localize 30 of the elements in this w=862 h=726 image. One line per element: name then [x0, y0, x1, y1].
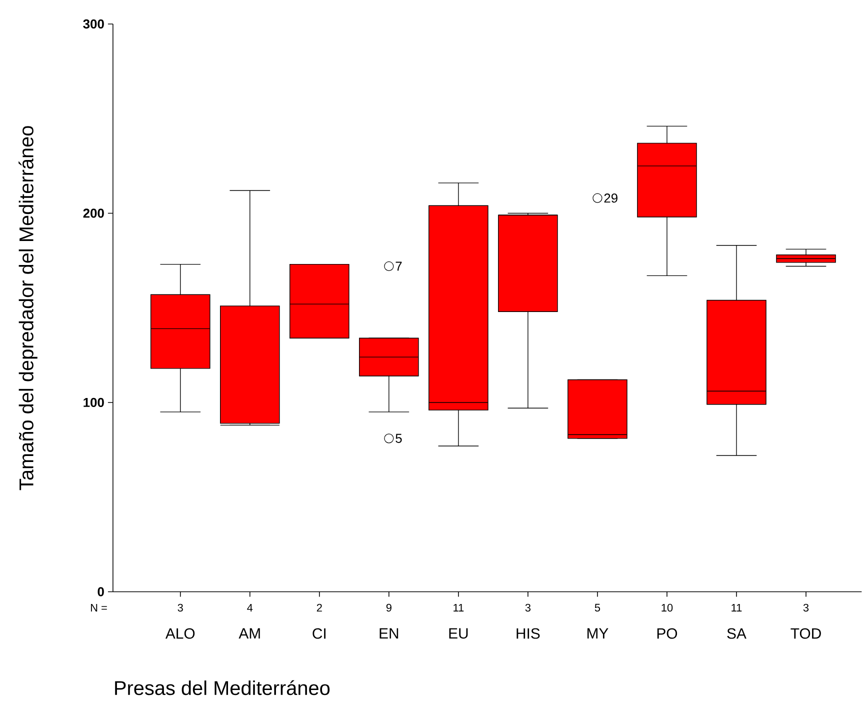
annotation: 7: [396, 262, 402, 271]
x-tick-label: ALO: [165, 628, 195, 639]
text: 3: [803, 604, 809, 612]
x-tick-label: AM: [238, 628, 260, 639]
y-tick-label: 100: [84, 398, 104, 408]
text: 3: [178, 604, 183, 612]
annotation: 5: [396, 434, 402, 444]
x-tick-label: CI: [312, 628, 326, 639]
text: 11: [732, 604, 742, 612]
text: 4: [247, 604, 253, 612]
x-tick-label: MY: [587, 628, 608, 639]
x-tick-label: TOD: [790, 628, 821, 639]
text: 11: [454, 604, 464, 612]
y-tick-label: 0: [98, 587, 104, 596]
x-tick-label: PO: [657, 628, 678, 639]
text: 5: [594, 604, 600, 612]
annotation: 29: [604, 194, 618, 203]
x-axis-title: Presas del Mediterráneo: [115, 680, 330, 696]
text: 2: [316, 604, 322, 612]
x-tick-label: EU: [449, 628, 468, 639]
text: 10: [662, 604, 673, 612]
x-tick-label: EN: [380, 628, 398, 639]
x-tick-label: HIS: [516, 628, 540, 639]
x-tick-label: SA: [727, 628, 746, 639]
text: N =: [90, 604, 107, 612]
y-axis-title: Tamaño del depredador del Mediterráneo: [18, 126, 38, 490]
y-tick-label: 200: [83, 208, 104, 218]
text: 9: [386, 604, 392, 612]
text: 3: [525, 604, 531, 612]
y-tick-label: 300: [83, 20, 104, 29]
